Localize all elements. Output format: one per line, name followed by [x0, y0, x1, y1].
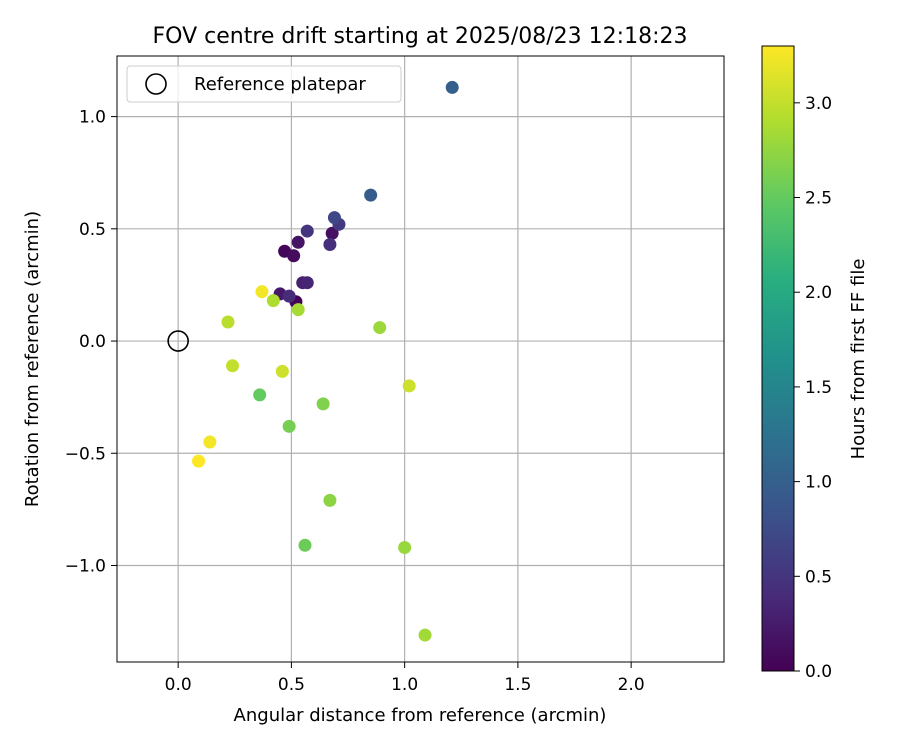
data-point [402, 379, 416, 393]
legend-entry-label: Reference platepar [194, 74, 366, 95]
data-point [282, 419, 296, 433]
y-axis-ticks: −1.0 −0.5 0.0 0.5 1.0 [65, 108, 117, 576]
colorbar-tick-label: 2.0 [805, 283, 832, 303]
y-tick-label: 0.0 [79, 332, 106, 352]
data-point [300, 224, 314, 238]
data-point [398, 541, 412, 555]
data-point [291, 235, 305, 249]
x-tick-label: 0.0 [165, 675, 192, 695]
data-point [323, 493, 337, 507]
x-axis-label: Angular distance from reference (arcmin) [234, 705, 607, 726]
colorbar: 0.0 0.5 1.0 1.5 2.0 2.5 3.0 Hours from first F… [761, 45, 869, 682]
x-axis-ticks: 0.0 0.5 1.0 1.5 2.0 [165, 662, 645, 695]
x-tick-label: 1.5 [504, 675, 531, 695]
colorbar-label: Hours from first FF file [848, 259, 869, 460]
colorbar-tick-label: 0.0 [805, 662, 832, 682]
colorbar-ticks: 0.0 0.5 1.0 1.5 2.0 2.5 3.0 [794, 94, 832, 682]
data-point [364, 188, 378, 202]
colorbar-tick-label: 0.5 [805, 567, 832, 587]
data-point [327, 211, 341, 225]
colorbar-gradient [761, 45, 795, 672]
data-point [253, 388, 267, 402]
y-tick-label: 0.5 [79, 220, 106, 240]
data-point [298, 538, 312, 552]
data-point [287, 249, 301, 263]
data-point [226, 359, 240, 373]
y-axis-label: Rotation from reference (arcmin) [22, 211, 43, 507]
legend-box [126, 65, 402, 103]
data-point [323, 238, 337, 252]
chart-title: FOV centre drift starting at 2025/08/23 … [153, 24, 688, 49]
legend-hollow-circle-icon [145, 73, 167, 95]
data-point [325, 226, 339, 240]
y-tick-label: 1.0 [79, 108, 106, 128]
data-point [418, 628, 432, 642]
y-tick-label: −1.0 [65, 556, 106, 576]
data-point [300, 276, 314, 290]
data-point [203, 435, 217, 449]
data-point [316, 397, 330, 411]
data-point [282, 289, 296, 303]
grid [117, 56, 724, 662]
colorbar-tick-label: 3.0 [805, 94, 832, 114]
reference-platepar-marker [167, 330, 189, 352]
data-point [192, 454, 206, 468]
colorbar-tick-label: 2.5 [805, 189, 832, 209]
y-tick-label: −0.5 [65, 444, 106, 464]
x-tick-label: 1.0 [391, 675, 418, 695]
data-point [291, 303, 305, 317]
data-point [445, 80, 459, 94]
x-tick-label: 0.5 [278, 675, 305, 695]
x-tick-label: 2.0 [618, 675, 645, 695]
data-point [266, 294, 280, 308]
legend: Reference platepar [126, 65, 402, 103]
plot-frame [116, 55, 725, 663]
colorbar-tick-label: 1.0 [805, 473, 832, 493]
data-point [373, 321, 387, 335]
colorbar-tick-label: 1.5 [805, 378, 832, 398]
data-point [255, 285, 269, 299]
data-point [275, 364, 289, 378]
data-points [192, 80, 459, 642]
data-point [221, 315, 235, 329]
